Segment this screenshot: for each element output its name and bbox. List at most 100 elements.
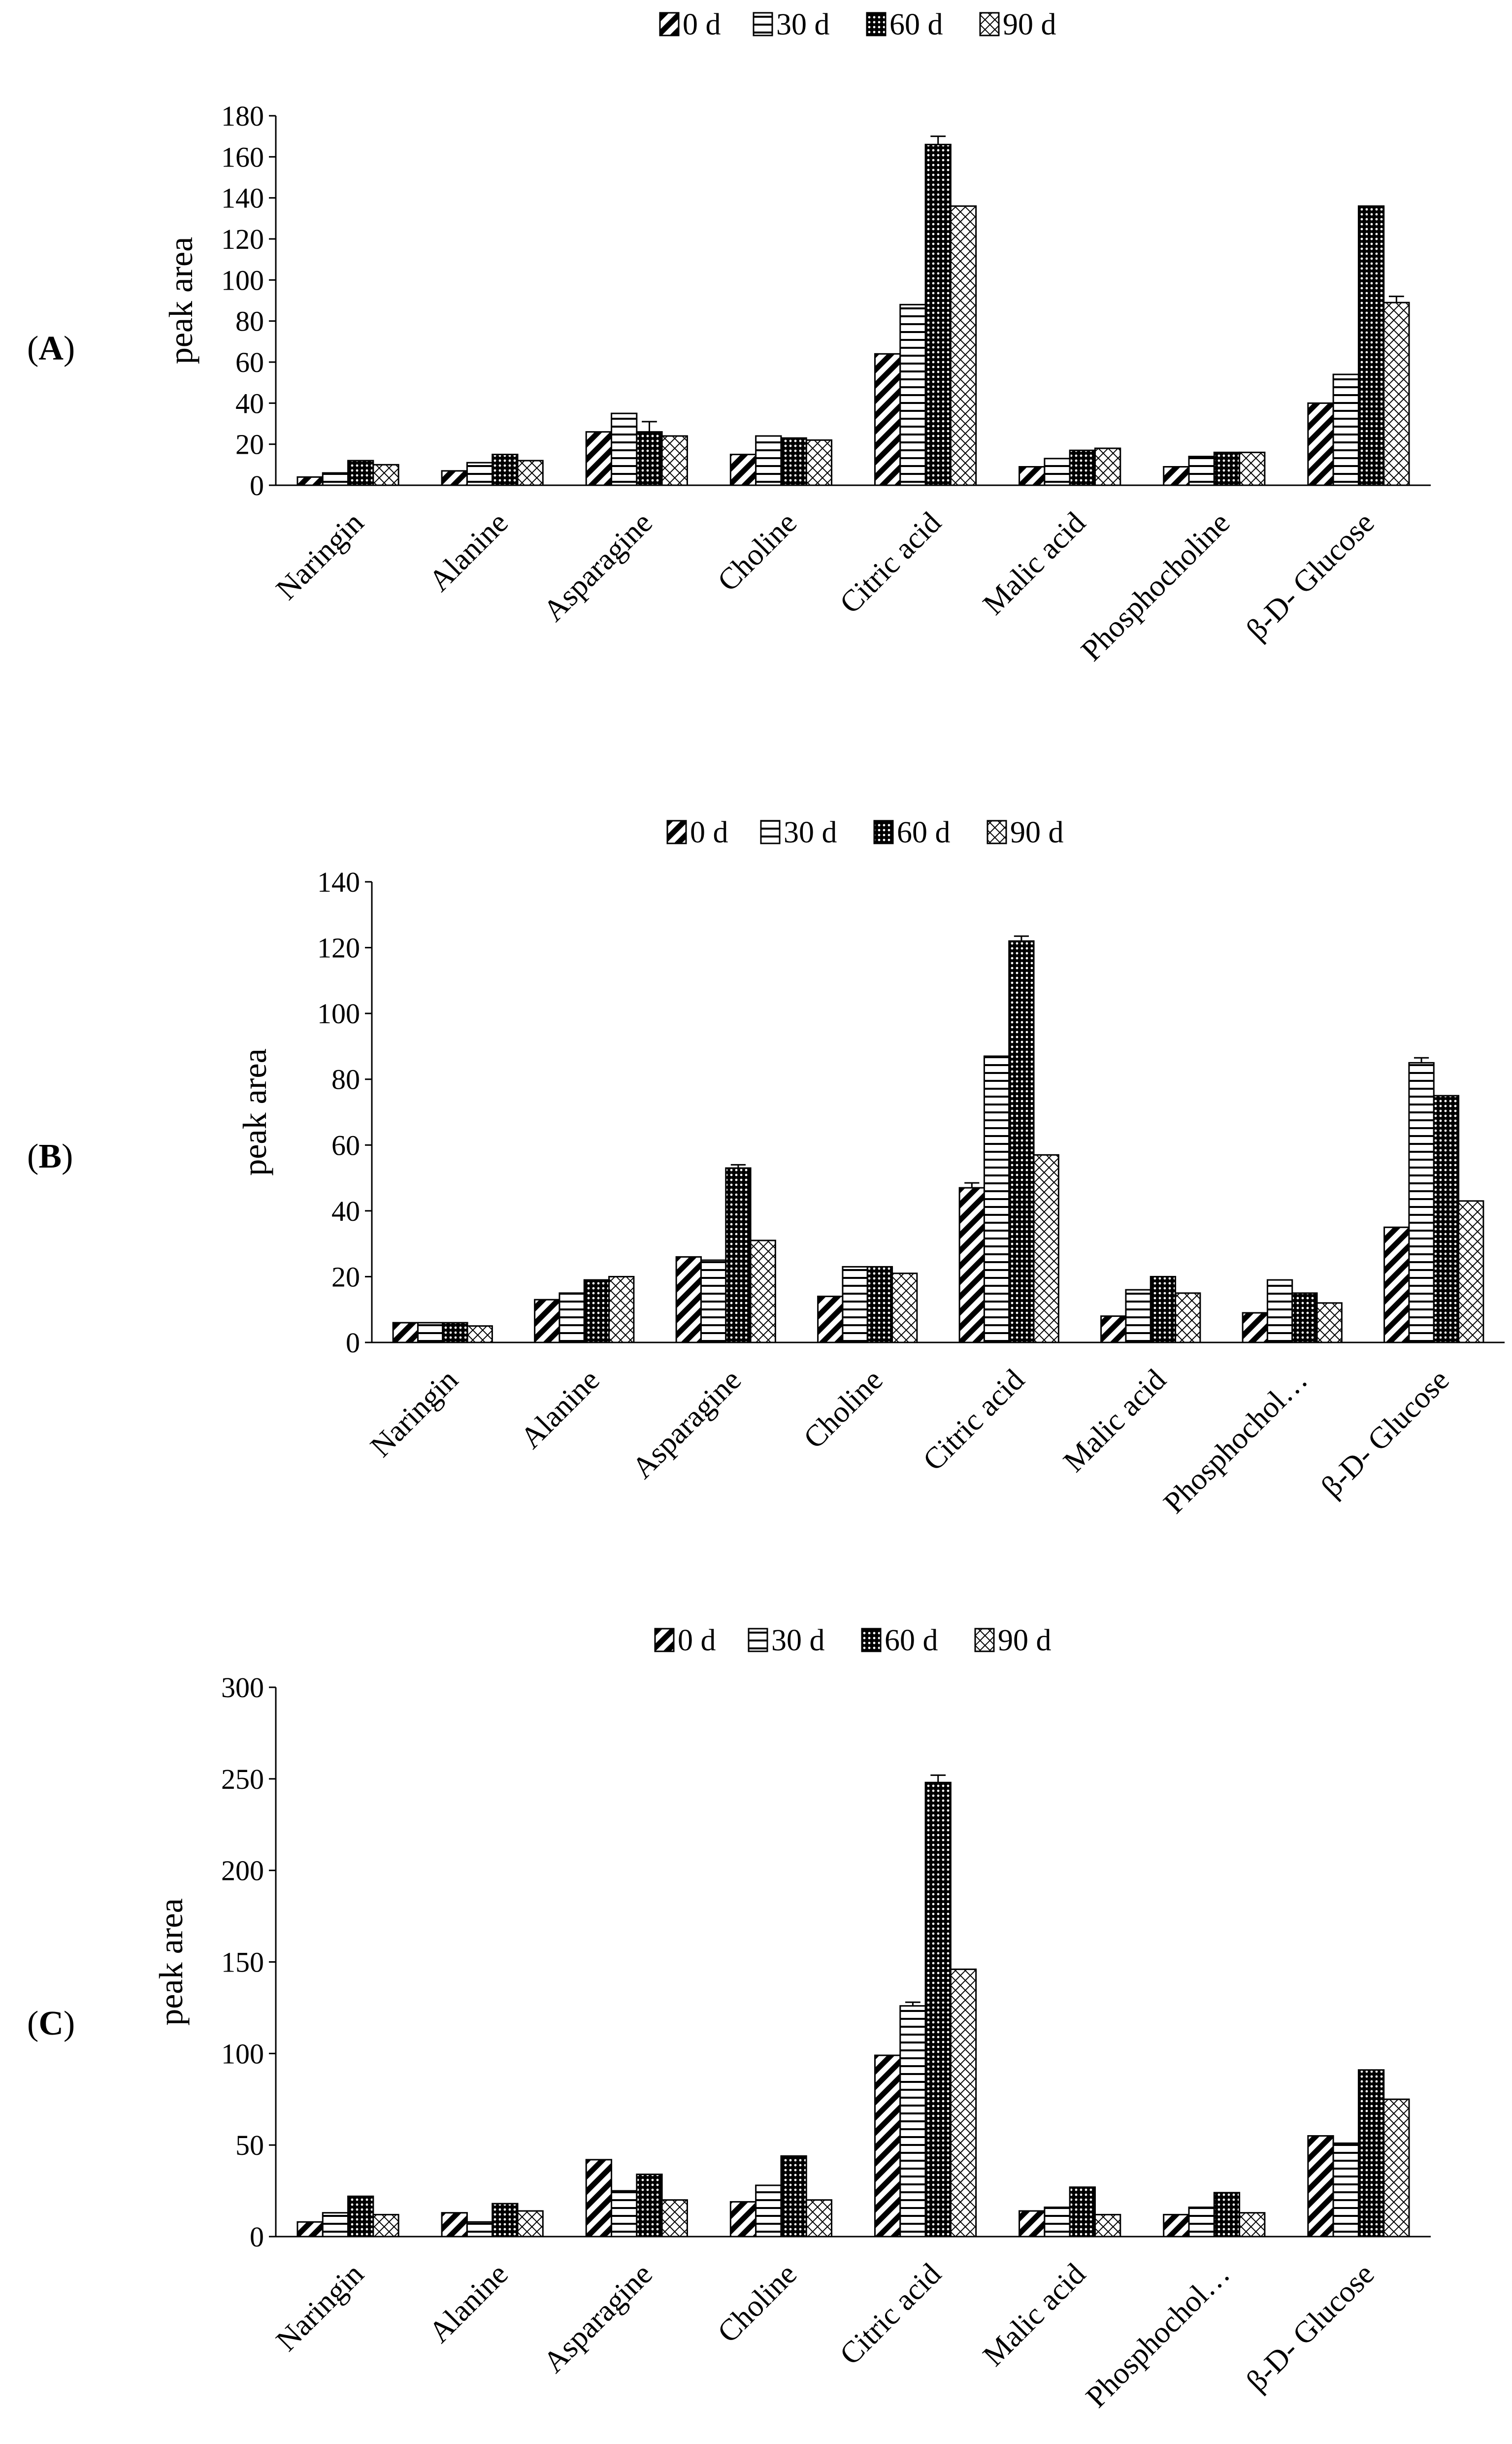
y-tick-label: 0 <box>250 469 264 502</box>
bar <box>874 2054 901 2238</box>
x-tick-label: Citric acid <box>833 2257 948 2372</box>
chart-panel-a: 0 20 40 60 80 100 120 140 160 180 peak area (A) 0 d 3… <box>27 8 1431 668</box>
bar <box>1383 1226 1410 1343</box>
x-tick-label: Asparagine <box>537 506 659 628</box>
y-tick-label: 250 <box>221 1763 264 1795</box>
bar <box>466 462 493 486</box>
x-tick-label: Alanine <box>423 2257 515 2349</box>
bar <box>755 435 782 486</box>
bar <box>517 2210 544 2238</box>
y-tick-label: 100 <box>221 2038 264 2070</box>
bar <box>1383 301 1410 486</box>
bar <box>417 1322 444 1343</box>
bar <box>534 1299 560 1343</box>
bar <box>1175 1292 1201 1343</box>
bar <box>296 476 324 486</box>
x-tick-label: Choline <box>711 506 803 598</box>
panel-label-close: ) <box>64 2005 75 2042</box>
bar <box>1316 1302 1343 1343</box>
y-tick-label: 120 <box>317 932 360 964</box>
x-tick-label: Malic acid <box>977 2257 1092 2373</box>
x-tick-label: Malic acid <box>1057 1363 1172 1478</box>
bar <box>466 2221 493 2238</box>
y-tick-label: 150 <box>221 1946 264 1978</box>
y-tick-label: 20 <box>235 429 264 461</box>
y-tick-label: 20 <box>331 1261 360 1293</box>
bar <box>1094 2213 1121 2238</box>
x-tick-label: Naringin <box>364 1363 464 1464</box>
bar <box>1357 205 1385 486</box>
bar <box>1150 1275 1177 1343</box>
panel-label-letter: A <box>38 330 64 368</box>
legend-swatch-30d <box>753 12 773 36</box>
bar <box>729 454 757 486</box>
legend-label: 60 d <box>897 816 951 849</box>
bar <box>441 470 468 486</box>
y-tick-label: 180 <box>221 100 264 132</box>
bar <box>899 303 926 486</box>
y-axis-label: peak area <box>162 237 199 365</box>
bar <box>608 1275 635 1343</box>
panel-label: (A) <box>27 330 75 368</box>
panel-label: (B) <box>27 1138 73 1175</box>
bar <box>983 1055 1010 1343</box>
bar <box>891 1272 918 1343</box>
legend-swatch-90d <box>986 820 1007 844</box>
bar <box>583 1279 610 1343</box>
legend-label: 90 d <box>1003 8 1056 41</box>
bar <box>1307 2135 1334 2238</box>
legend-label: 90 d <box>998 1624 1052 1657</box>
bar <box>1307 402 1334 486</box>
bar <box>899 2005 926 2238</box>
bar <box>441 2212 468 2238</box>
bar <box>866 1266 893 1343</box>
x-tick-label: Citric acid <box>833 506 948 620</box>
bar <box>1357 2069 1385 2238</box>
bar <box>874 353 901 486</box>
legend-swatch-60d <box>861 1628 882 1652</box>
bar <box>750 1239 776 1343</box>
bar <box>1163 2213 1190 2238</box>
bar <box>661 2199 688 2238</box>
y-tick-label: 100 <box>317 998 360 1030</box>
panel-label-close: ) <box>62 1138 73 1175</box>
bar <box>636 2174 663 2238</box>
x-tick-label: β-D- Glucose <box>1315 1363 1456 1504</box>
legend-swatch-60d <box>873 820 894 844</box>
panel-label-letter: C <box>38 2005 64 2042</box>
x-tick-label: Asparagine <box>625 1363 748 1485</box>
bar <box>585 431 613 486</box>
bar <box>1242 1312 1268 1343</box>
panel-label-open: ( <box>27 330 38 368</box>
bar <box>1332 373 1359 486</box>
y-tick-label: 80 <box>331 1064 360 1096</box>
legend-label: 90 d <box>1010 816 1064 849</box>
bar <box>842 1266 868 1343</box>
bar <box>1100 1315 1127 1343</box>
bar <box>636 431 663 486</box>
x-tick-label: Naringin <box>270 506 370 606</box>
legend: 0 d 30 d 60 d 90 d <box>654 1624 1052 1657</box>
bar <box>805 2199 833 2238</box>
y-tick-label: 40 <box>331 1195 360 1227</box>
y-tick-label: 120 <box>221 223 264 255</box>
bar <box>924 1781 952 2238</box>
bar <box>372 464 399 486</box>
bar <box>1069 449 1096 486</box>
bar <box>725 1167 752 1343</box>
panel-label-open: ( <box>27 2005 38 2042</box>
legend-label: 30 d <box>784 816 837 849</box>
bar <box>466 1325 493 1343</box>
panel-label-letter: B <box>38 1138 62 1175</box>
legend-label: 60 d <box>885 1624 938 1657</box>
bar <box>1125 1289 1151 1343</box>
y-tick-label: 140 <box>317 866 360 898</box>
legend: 0 d 30 d 60 d 90 d <box>666 816 1064 849</box>
bar <box>924 143 952 486</box>
y-tick-label: 60 <box>235 346 264 378</box>
x-tick-label: Phosphochol… <box>1157 1363 1314 1520</box>
y-tick-label: 40 <box>235 387 264 419</box>
legend: 0 d 30 d 60 d 90 d <box>659 8 1056 41</box>
legend-label: 30 d <box>771 1624 825 1657</box>
x-tick-label: Phosphocholine <box>1075 506 1236 668</box>
